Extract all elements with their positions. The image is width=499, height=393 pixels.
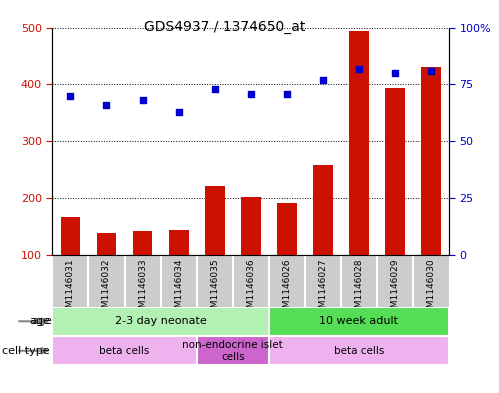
Point bbox=[102, 102, 110, 108]
Point bbox=[319, 77, 327, 83]
Text: 2-3 day neonate: 2-3 day neonate bbox=[115, 316, 207, 326]
Point bbox=[211, 86, 219, 92]
Point bbox=[66, 93, 74, 99]
Point bbox=[247, 90, 254, 97]
Text: 10 week adult: 10 week adult bbox=[319, 316, 398, 326]
Bar bbox=[385, 88, 405, 312]
Text: cell type: cell type bbox=[2, 346, 50, 356]
Text: beta cells: beta cells bbox=[334, 346, 384, 356]
Point bbox=[427, 68, 435, 74]
Text: age: age bbox=[29, 316, 50, 326]
Text: beta cells: beta cells bbox=[99, 346, 150, 356]
Text: GSM1146028: GSM1146028 bbox=[354, 258, 363, 318]
Text: GSM1146030: GSM1146030 bbox=[427, 258, 436, 319]
Text: GSM1146031: GSM1146031 bbox=[66, 258, 75, 319]
Text: GSM1146027: GSM1146027 bbox=[318, 258, 327, 318]
Bar bbox=[269, 307, 449, 336]
Text: GSM1146034: GSM1146034 bbox=[174, 258, 183, 318]
Point bbox=[355, 65, 363, 72]
Bar bbox=[133, 231, 153, 312]
Bar bbox=[52, 307, 269, 336]
Point bbox=[175, 109, 183, 115]
Bar bbox=[97, 233, 116, 312]
Text: GSM1146026: GSM1146026 bbox=[282, 258, 291, 318]
Bar bbox=[169, 230, 189, 312]
Point bbox=[283, 90, 291, 97]
Text: GSM1146032: GSM1146032 bbox=[102, 258, 111, 318]
Text: GSM1146036: GSM1146036 bbox=[246, 258, 255, 319]
Bar bbox=[313, 165, 333, 312]
Text: GDS4937 / 1374650_at: GDS4937 / 1374650_at bbox=[144, 20, 305, 34]
Point bbox=[391, 70, 399, 76]
Bar bbox=[52, 336, 197, 365]
Text: non-endocrine islet
cells: non-endocrine islet cells bbox=[182, 340, 283, 362]
Bar bbox=[349, 31, 369, 312]
Bar bbox=[205, 186, 225, 312]
Text: GSM1146033: GSM1146033 bbox=[138, 258, 147, 319]
Text: GSM1146035: GSM1146035 bbox=[210, 258, 219, 319]
Bar bbox=[269, 336, 449, 365]
Text: GSM1146029: GSM1146029 bbox=[391, 258, 400, 318]
Bar bbox=[197, 336, 269, 365]
Bar bbox=[60, 217, 80, 312]
Bar bbox=[277, 203, 297, 312]
Point bbox=[139, 97, 147, 104]
Bar bbox=[241, 197, 260, 312]
Text: age: age bbox=[31, 316, 52, 326]
Bar bbox=[421, 67, 441, 312]
